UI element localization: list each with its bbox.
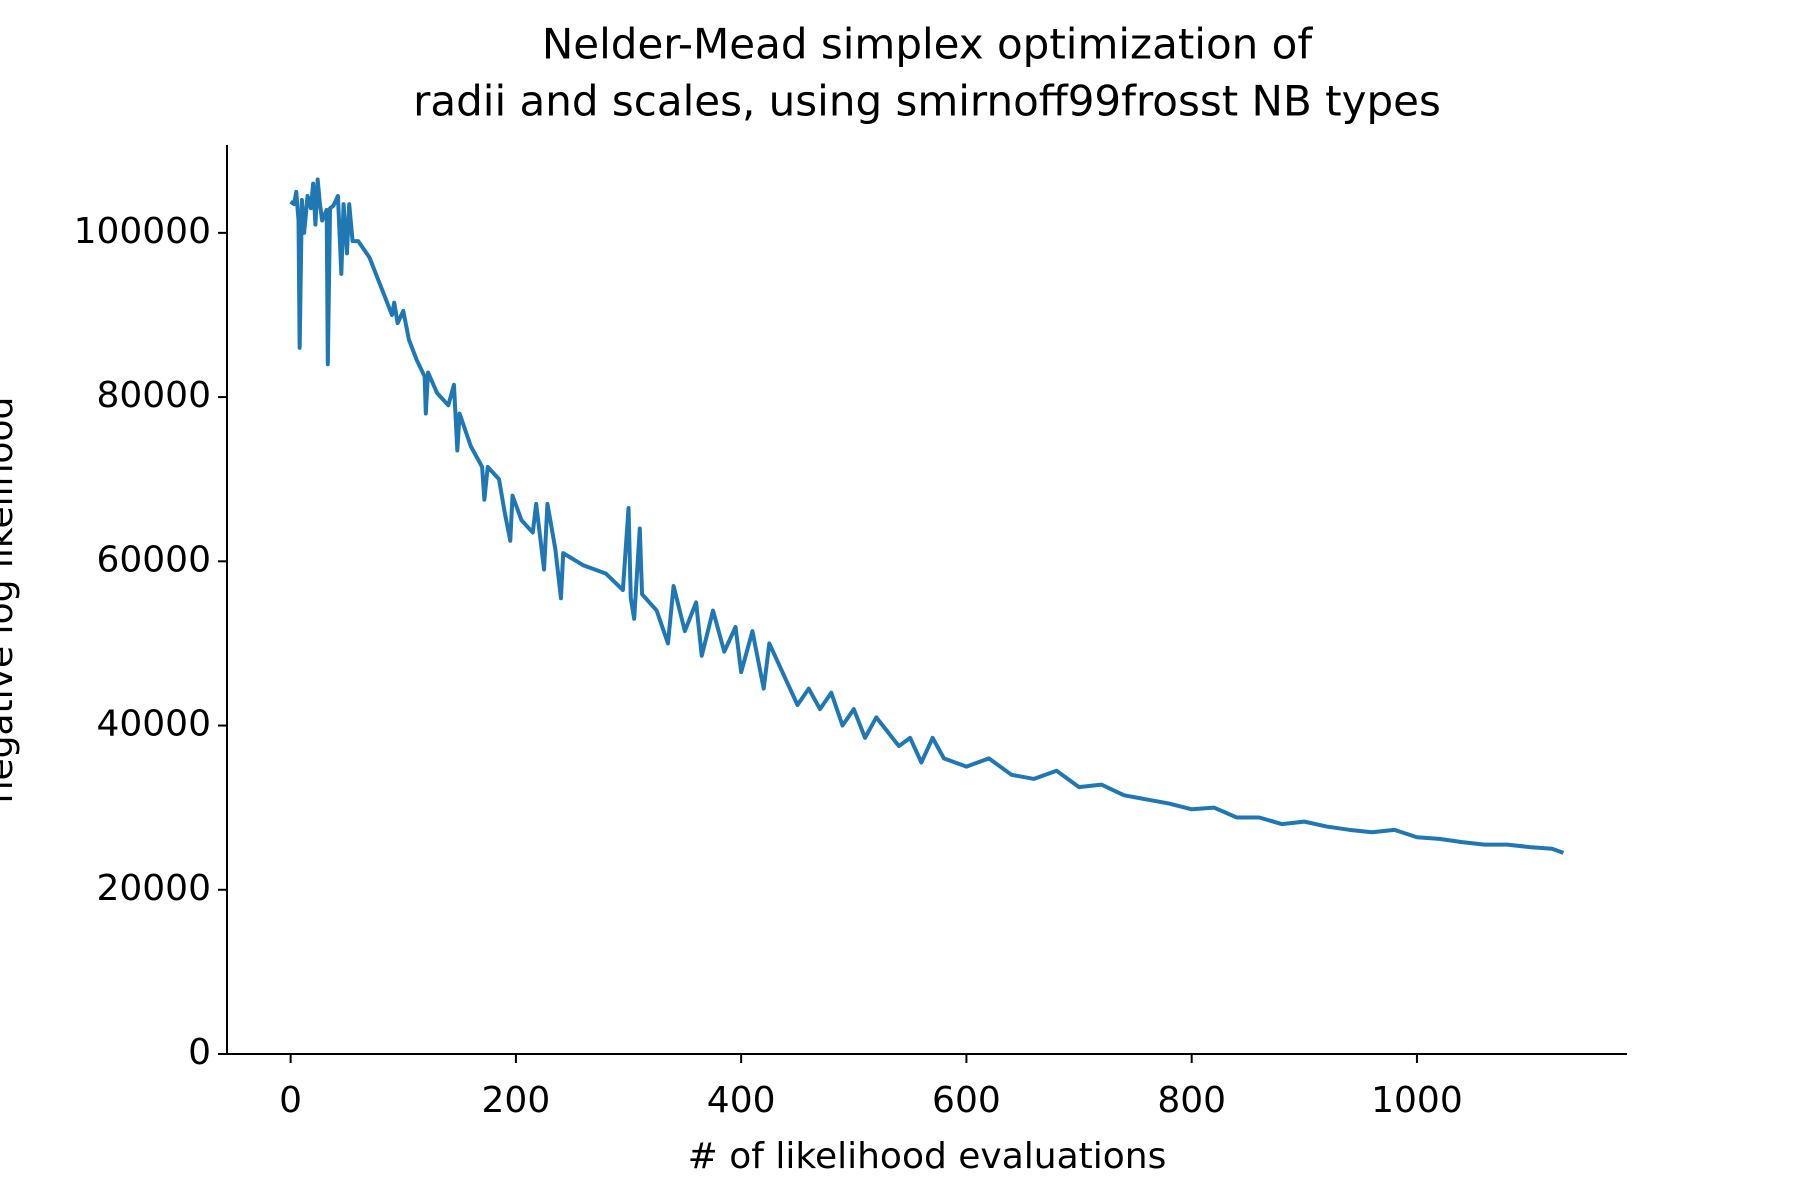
x-axis-label: # of likelihood evaluations [688, 1136, 1167, 1177]
y-tick-label: 0 [188, 1032, 211, 1073]
x-tick-label: 800 [1157, 1080, 1226, 1121]
y-tick-label: 20000 [96, 868, 211, 909]
x-tick-label: 200 [482, 1080, 551, 1121]
y-tick-label: 40000 [96, 704, 211, 745]
x-tick-label: 600 [932, 1080, 1001, 1121]
y-axis-label: negative log likelihood [0, 397, 21, 804]
x-tick-label: 1000 [1371, 1080, 1463, 1121]
data-line [289, 177, 1565, 855]
x-tick-label: 400 [707, 1080, 776, 1121]
y-tick-label: 80000 [96, 375, 211, 416]
chart-title: radii and scales, using smirnoff99frosst… [413, 77, 1441, 126]
y-tick-label: 60000 [96, 539, 211, 580]
chart-title: Nelder-Mead simplex optimization of [542, 20, 1313, 69]
y-tick-label: 100000 [74, 211, 211, 252]
x-tick-label: 0 [279, 1080, 302, 1121]
